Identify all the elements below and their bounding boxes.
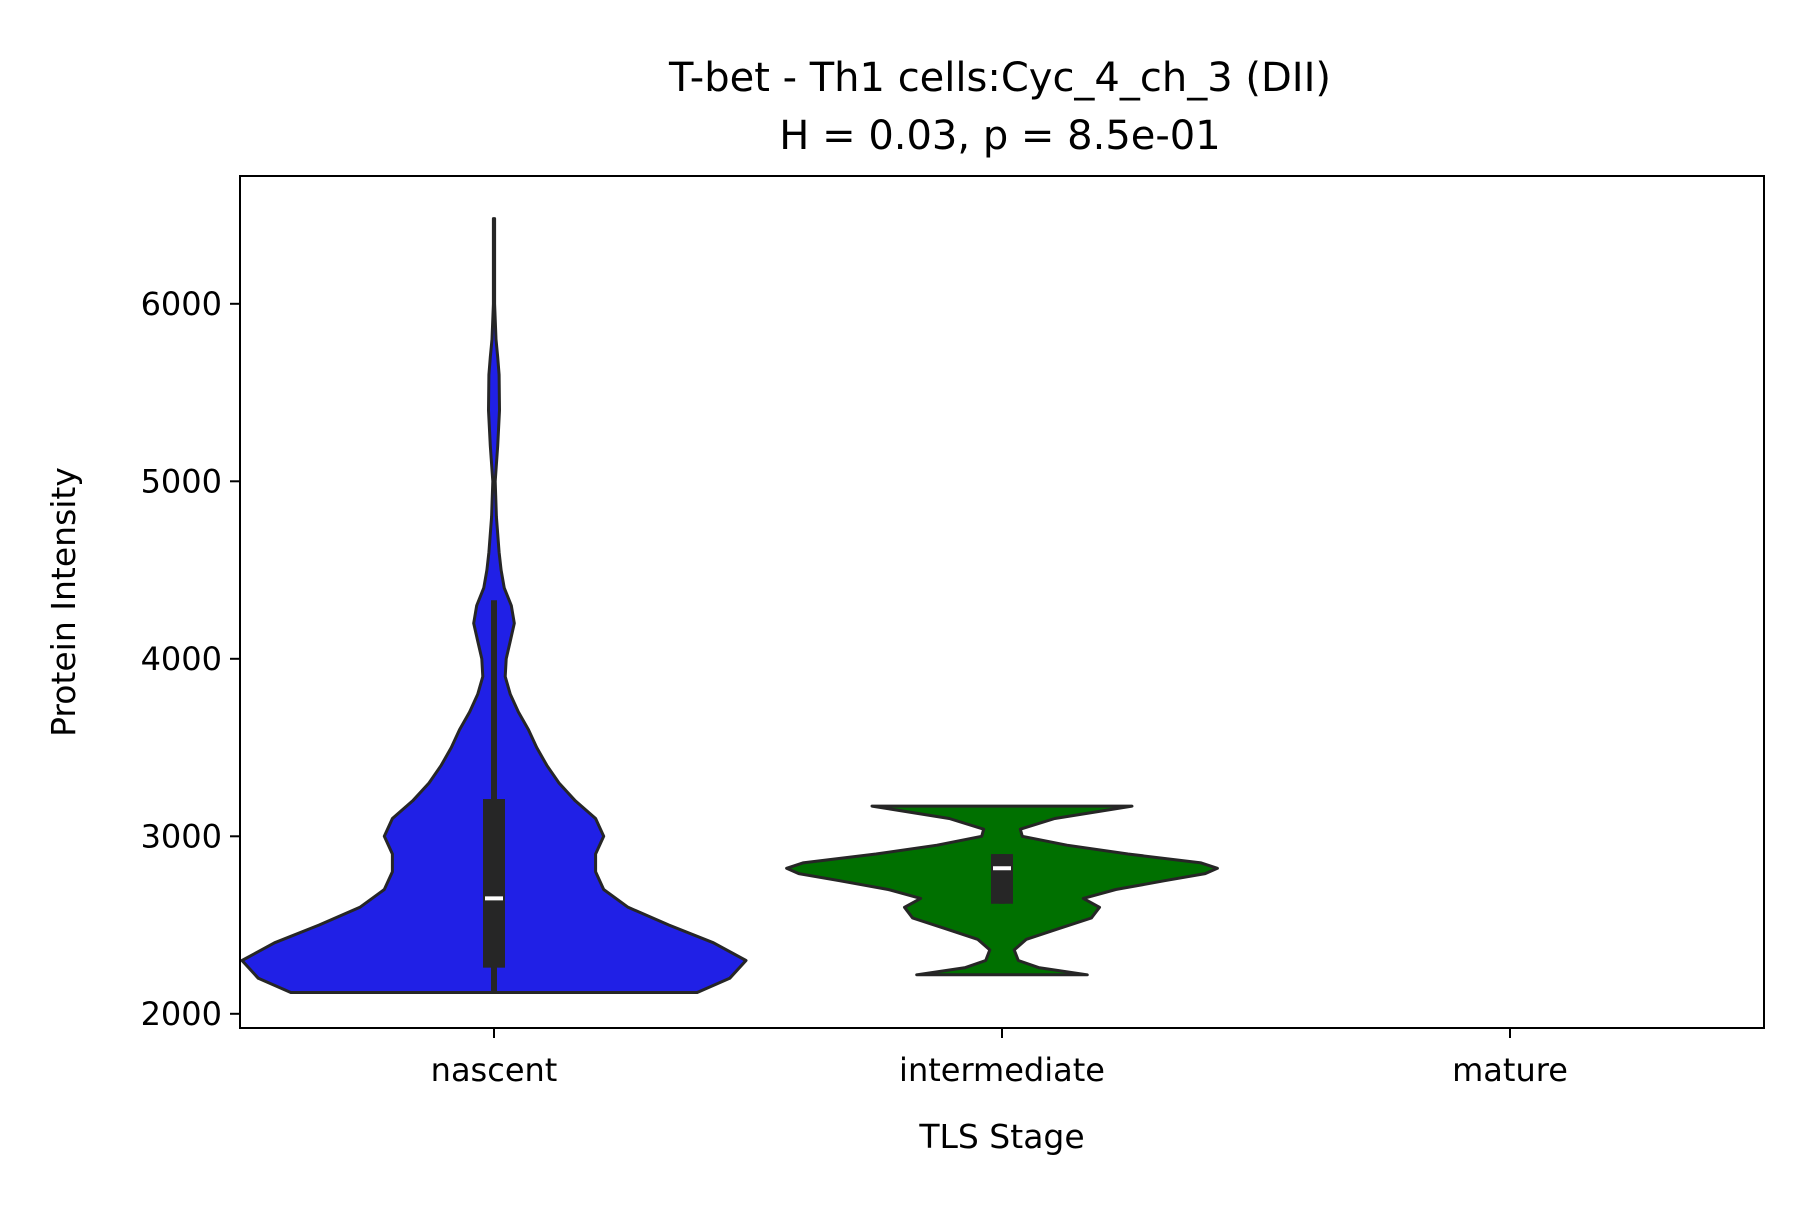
x-axis-label: TLS Stage bbox=[918, 1117, 1084, 1156]
y-axis: 2000 3000 4000 5000 6000 bbox=[141, 285, 240, 1033]
violin-group bbox=[240, 217, 1219, 994]
chart-title: T-bet - Th1 cells:Cyc_4_ch_3 (DII) bbox=[668, 55, 1331, 101]
chart-subtitle: H = 0.03, p = 8.5e-01 bbox=[779, 113, 1220, 159]
y-tick-label: 6000 bbox=[141, 285, 222, 323]
y-tick-label: 3000 bbox=[141, 817, 222, 855]
x-tick-label: mature bbox=[1452, 1051, 1568, 1089]
x-tick-label: nascent bbox=[431, 1051, 558, 1089]
y-tick-label: 4000 bbox=[141, 640, 222, 678]
y-tick-label: 5000 bbox=[141, 462, 222, 500]
iqr-box-intermediate bbox=[991, 854, 1013, 904]
inner-box-group bbox=[483, 600, 1013, 993]
iqr-box-nascent bbox=[483, 799, 505, 968]
x-tick-label: intermediate bbox=[899, 1051, 1105, 1089]
x-axis: nascent intermediate mature bbox=[431, 1028, 1568, 1089]
y-axis-label: Protein Intensity bbox=[44, 467, 83, 737]
y-tick-label: 2000 bbox=[141, 995, 222, 1033]
